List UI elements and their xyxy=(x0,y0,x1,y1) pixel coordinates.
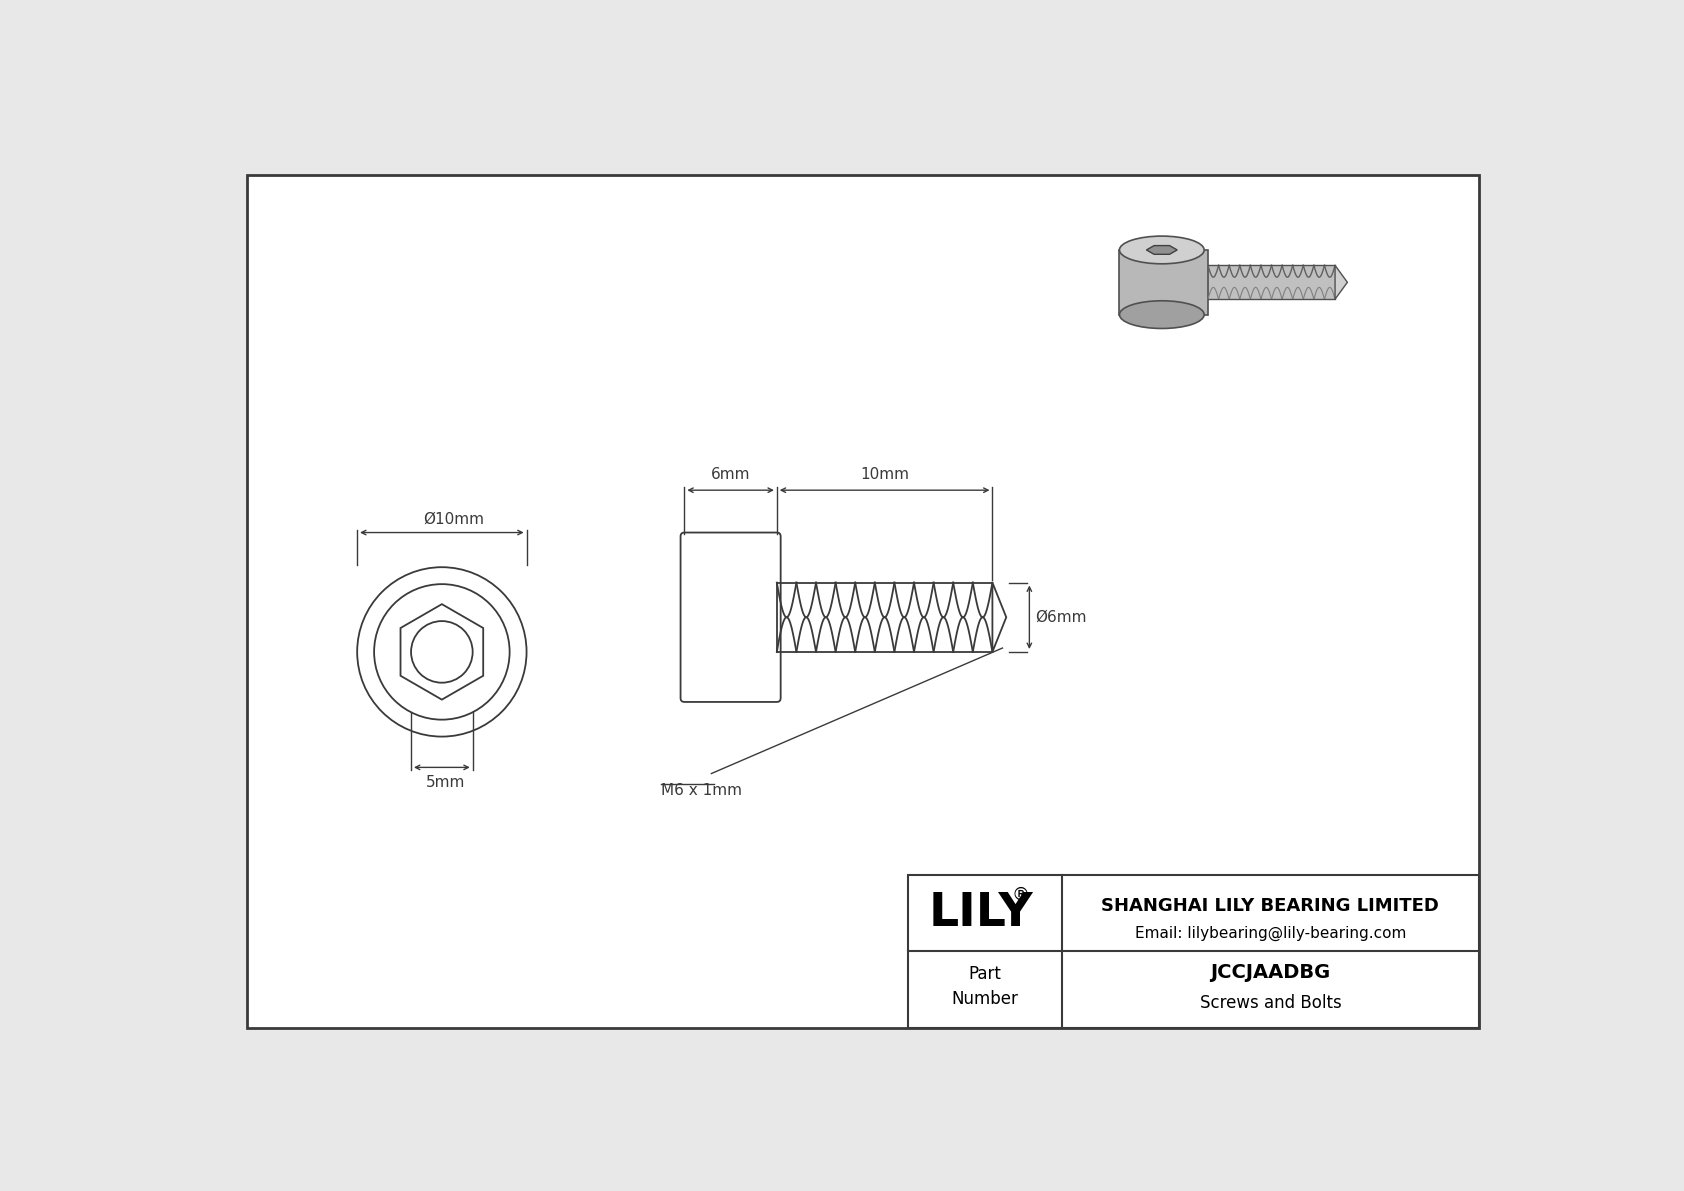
Circle shape xyxy=(374,584,510,719)
Polygon shape xyxy=(1335,266,1347,299)
Polygon shape xyxy=(1147,245,1177,255)
Circle shape xyxy=(411,621,473,682)
Text: ®: ® xyxy=(1012,886,1031,904)
Bar xyxy=(908,875,1479,1028)
Text: Part
Number: Part Number xyxy=(951,965,1019,1008)
Text: M6 x 1mm: M6 x 1mm xyxy=(662,782,743,798)
Text: LILY: LILY xyxy=(928,891,1034,936)
FancyBboxPatch shape xyxy=(680,532,781,701)
Circle shape xyxy=(357,567,527,736)
Text: 6mm: 6mm xyxy=(711,468,751,482)
Text: 5mm: 5mm xyxy=(426,775,465,790)
Text: 10mm: 10mm xyxy=(861,468,909,482)
Text: Ø10mm: Ø10mm xyxy=(423,511,483,526)
Polygon shape xyxy=(1120,250,1207,314)
Ellipse shape xyxy=(1120,236,1204,264)
Text: Ø6mm: Ø6mm xyxy=(1036,610,1088,625)
Text: Screws and Bolts: Screws and Bolts xyxy=(1199,994,1340,1012)
Text: Email: lilybearing@lily-bearing.com: Email: lilybearing@lily-bearing.com xyxy=(1135,925,1406,941)
Text: SHANGHAI LILY BEARING LIMITED: SHANGHAI LILY BEARING LIMITED xyxy=(1101,897,1440,915)
Text: JCCJAADBG: JCCJAADBG xyxy=(1211,964,1330,983)
Polygon shape xyxy=(992,582,1007,651)
Ellipse shape xyxy=(1120,301,1204,329)
Bar xyxy=(1207,266,1335,299)
Polygon shape xyxy=(401,604,483,699)
